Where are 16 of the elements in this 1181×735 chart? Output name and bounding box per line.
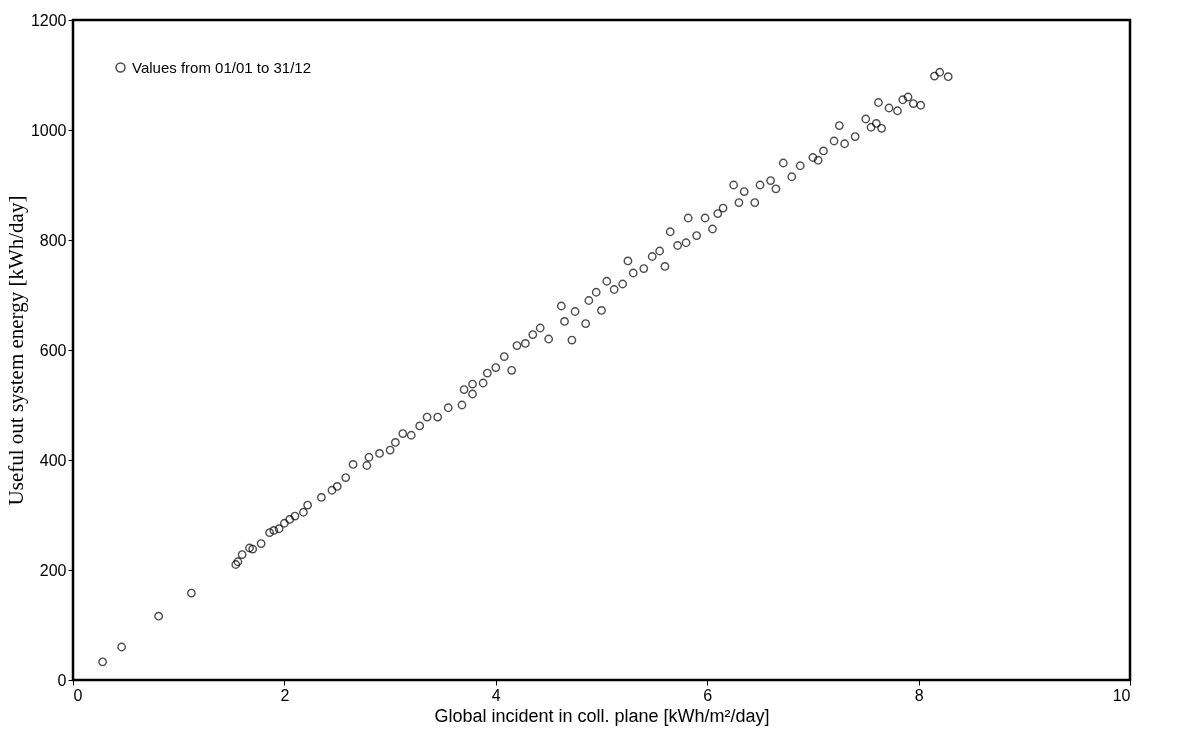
x-tick-label: 0 (73, 686, 83, 704)
x-tick-label: 4 (491, 686, 501, 704)
y-tick-label: 800 (39, 231, 67, 249)
y-tick-label: 1200 (30, 11, 67, 29)
y-tick-label: 600 (39, 341, 67, 359)
y-tick-label: 0 (57, 671, 67, 689)
x-tick-label: 10 (1112, 686, 1131, 704)
legend-label: Values from 01/01 to 31/12 (132, 58, 312, 76)
x-tick-label: 6 (703, 686, 713, 704)
y-tick-label: 1000 (30, 121, 67, 139)
x-tick-label: 2 (280, 686, 290, 704)
y-axis-title: Useful out system energy [kWh/day] (3, 195, 28, 506)
x-axis-title: Global incident in coll. plane [kWh/m²/day] (434, 705, 770, 726)
x-tick-label: 8 (914, 686, 924, 704)
y-tick-label: 200 (39, 561, 67, 579)
y-tick-label: 400 (39, 451, 67, 469)
